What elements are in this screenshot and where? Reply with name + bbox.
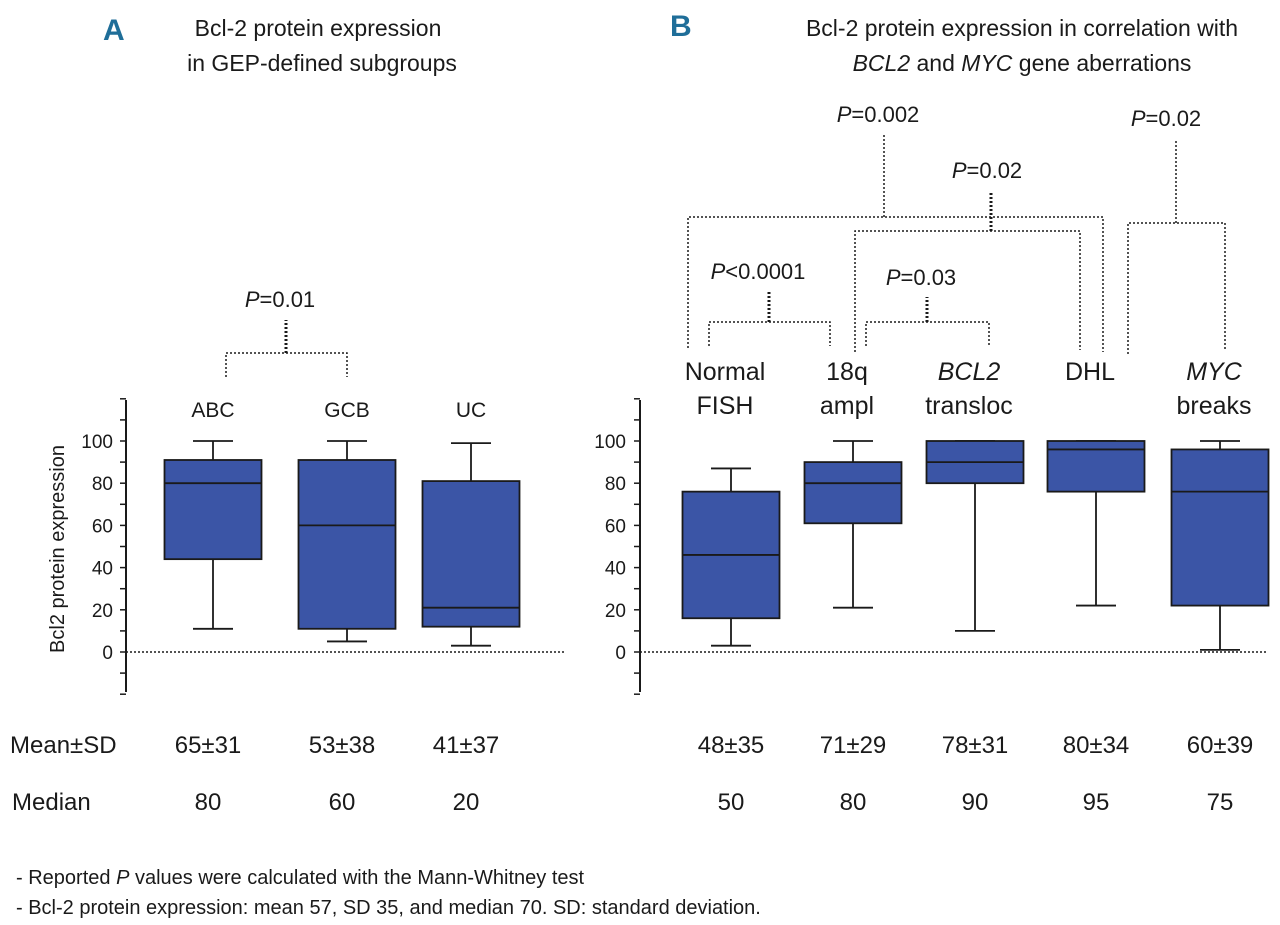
- footnote-1a: - Reported: [16, 867, 116, 889]
- footnote-2: - Bcl-2 protein expression: mean 57, SD …: [16, 897, 761, 919]
- box-iqr: [297, 459, 397, 630]
- y-tick-label: 0: [615, 643, 626, 664]
- title-bcl2-italic: BCL2: [853, 50, 911, 76]
- category-label: BCL2: [938, 358, 1001, 386]
- panel-a-chart: 0 20 40 60 80 100 ABC 65±31 80 GCB 53±38 60 UC 41±37 2…: [81, 398, 565, 816]
- mean-sd-value: 53±38: [309, 732, 376, 759]
- title-myc-italic: MYC: [961, 50, 1013, 76]
- y-tick-label: 80: [92, 474, 113, 495]
- mean-sd-value: 80±34: [1063, 732, 1130, 759]
- title-gene-aberrations: gene aberrations: [1012, 50, 1191, 76]
- median-value: 20: [453, 789, 480, 816]
- y-tick-label: 60: [92, 516, 113, 537]
- category-label: breaks: [1176, 392, 1251, 420]
- y-tick-label: 20: [92, 601, 113, 622]
- category-label: MYC: [1186, 358, 1243, 386]
- title-and: and: [910, 50, 961, 76]
- pvalue-rest: =0.03: [901, 265, 957, 290]
- panel-b-title-line1: Bcl-2 protein expression in correlation …: [806, 15, 1238, 41]
- mean-sd-value: 71±29: [820, 732, 887, 759]
- y-tick-label: 0: [102, 643, 113, 664]
- pvalue-p: P: [1131, 106, 1146, 131]
- box-iqr: [421, 480, 521, 628]
- pvalue-rest: =0.002: [851, 102, 919, 127]
- panel-a-title-line1: Bcl-2 protein expression: [195, 15, 442, 41]
- category-label: UC: [456, 399, 486, 422]
- box-iqr: [803, 461, 903, 525]
- mean-sd-value: 78±31: [942, 732, 1009, 759]
- footnote-1c: values were calculated with the Mann-Whi…: [129, 867, 584, 889]
- y-tick-label: 40: [92, 559, 113, 580]
- category-label: ABC: [191, 399, 234, 422]
- pvalue-p: P: [952, 158, 967, 183]
- median-label: Median: [12, 789, 91, 816]
- footnote-1: - Reported P values were calculated with…: [16, 867, 585, 889]
- box-iqr: [163, 459, 263, 561]
- y-tick-label: 60: [605, 516, 626, 537]
- median-value: 50: [718, 789, 745, 816]
- median-value: 75: [1207, 789, 1234, 816]
- mean-sd-value: 41±37: [433, 732, 500, 759]
- mean-sd-value: 48±35: [698, 732, 765, 759]
- pvalue-rest: =0.02: [967, 158, 1023, 183]
- y-tick-label: 20: [605, 601, 626, 622]
- panel-a-bracket: [225, 320, 348, 377]
- y-tick-label: 100: [594, 432, 626, 453]
- panel-a-pvalue: P=0.01: [245, 287, 315, 312]
- mean-sd-label: Mean±SD: [10, 732, 117, 759]
- panel-a-letter: A: [103, 14, 125, 47]
- panel-b-letter: B: [670, 10, 692, 43]
- mean-sd-value: 60±39: [1187, 732, 1254, 759]
- y-tick-label: 100: [81, 432, 113, 453]
- median-value: 80: [840, 789, 867, 816]
- category-label: 18q: [826, 358, 868, 386]
- category-label: FISH: [697, 392, 754, 420]
- median-value: 90: [962, 789, 989, 816]
- y-tick-label: 40: [605, 559, 626, 580]
- pvalue-normal-vs-dhl: P=0.002: [837, 102, 920, 127]
- pvalue-rest: =0.02: [1146, 106, 1202, 131]
- footnote-1-p: P: [116, 867, 130, 889]
- y-tick-label: 80: [605, 474, 626, 495]
- panel-b-title-line2: BCL2 and MYC gene aberrations: [853, 50, 1192, 76]
- median-value: 80: [195, 789, 222, 816]
- category-label: DHL: [1065, 358, 1115, 386]
- category-label: transloc: [925, 392, 1013, 420]
- panel-a-title-line2: in GEP-defined subgroups: [187, 50, 457, 76]
- category-label: ampl: [820, 392, 874, 420]
- median-value: 60: [329, 789, 356, 816]
- pvalue-18q-vs-dhl: P=0.02: [952, 158, 1022, 183]
- category-label: Normal: [685, 358, 766, 386]
- pvalue-dhl-vs-myc: P=0.02: [1131, 106, 1201, 131]
- pvalue-p: P: [245, 287, 260, 312]
- pvalue-rest: =0.01: [260, 287, 316, 312]
- category-label: GCB: [324, 399, 370, 422]
- pvalue-p: P: [886, 265, 901, 290]
- pvalue-18q-vs-bcl2: P=0.03: [886, 265, 956, 290]
- pvalue-rest: <0.0001: [725, 259, 805, 284]
- panel-b-brackets: [687, 135, 1226, 354]
- median-value: 95: [1083, 789, 1110, 816]
- pvalue-p: P: [837, 102, 852, 127]
- panel-b-chart: 0 20 40 60 80 100 Normal FISH 48±35 50 18q ampl 71±2…: [594, 358, 1270, 816]
- box-iqr: [1170, 448, 1270, 607]
- pvalue-p: P: [711, 259, 726, 284]
- pvalue-normal-vs-18q: P<0.0001: [711, 259, 806, 284]
- y-axis-label: Bcl2 protein expression: [47, 445, 69, 653]
- mean-sd-value: 65±31: [175, 732, 242, 759]
